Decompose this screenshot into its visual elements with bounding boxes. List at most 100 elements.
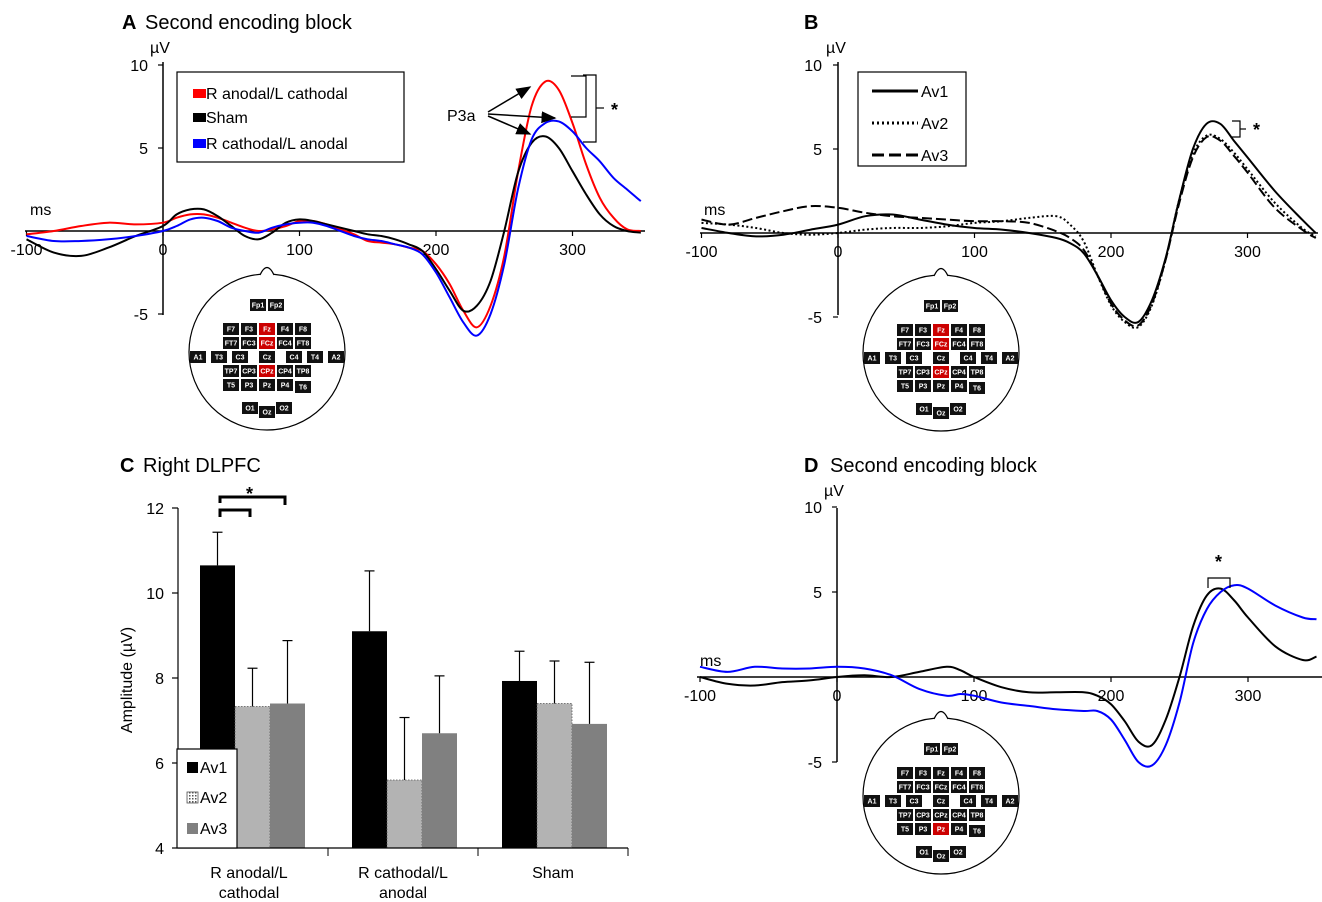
panel-c-legend: Av1 Av2 Av3 [176, 748, 238, 849]
electrode-label: Fp2 [944, 304, 957, 311]
electrode-label: FCz [935, 342, 948, 349]
panel-b-xtick-label: 300 [1234, 244, 1261, 261]
electrode-f7 [897, 324, 913, 336]
electrode-label: C4 [964, 356, 973, 363]
panel-a-legend-swatch-black [193, 113, 206, 122]
electrode-label: O1 [245, 406, 254, 413]
panel-c-ytick-label: 6 [155, 756, 164, 773]
electrode-label: P4 [955, 384, 964, 391]
electrode-label: T6 [299, 385, 307, 392]
panel-d-xunit: ms [700, 653, 721, 670]
electrode-o2 [950, 403, 966, 415]
electrode-label: T3 [215, 355, 223, 362]
electrode-c4 [960, 795, 976, 807]
panel-a-yunit: µV [150, 40, 170, 57]
electrode-t4 [307, 351, 323, 363]
panel-b-xtick-label: 100 [961, 244, 988, 261]
electrode-p4 [277, 379, 293, 391]
panel-a-legend-box [176, 71, 405, 163]
electrode-fc3 [241, 337, 257, 349]
electrode-p4 [951, 380, 967, 392]
electrode-label: TP8 [971, 370, 984, 377]
electrode-label: FCz [935, 785, 948, 792]
panel-d-xtick-label: -100 [684, 688, 716, 705]
electrode-tp8 [969, 366, 985, 378]
panel-b-significance-star: * [1253, 120, 1260, 140]
panel-a-ytick-label: 10 [130, 58, 148, 75]
panel-a-xtick-label: 300 [559, 242, 586, 259]
electrode-o1 [242, 402, 258, 414]
electrode-label: CPz [934, 370, 948, 377]
panel-a-letter: A [122, 12, 136, 34]
panel-c-bar-av2-1 [234, 706, 271, 849]
electrode-cz [259, 351, 275, 363]
panel-d-letter: D [804, 455, 818, 477]
electrode-fc4 [951, 781, 967, 793]
electrode-fp2 [268, 299, 284, 311]
electrode-label: O2 [953, 850, 962, 857]
electrode-label: FT7 [225, 341, 238, 348]
electrode-tp7 [897, 366, 913, 378]
panel-a-xtick-label: 100 [286, 242, 313, 259]
electrode-fc4 [277, 337, 293, 349]
electrode-label: CP4 [278, 369, 292, 376]
electrode-label: T6 [973, 829, 981, 836]
panel-d-ytick-label: 5 [813, 585, 822, 602]
electrode-label: T4 [985, 356, 993, 363]
electrode-fc4 [951, 338, 967, 350]
panel-b-ytick-label: -5 [808, 310, 822, 327]
electrode-label: C3 [910, 799, 919, 806]
electrode-label: CP3 [242, 369, 256, 376]
electrode-label: A1 [194, 355, 203, 362]
panel-c-cat1-line2: cathodal [219, 885, 280, 902]
electrode-label: A2 [332, 355, 341, 362]
electrode-label: F4 [281, 327, 289, 334]
panel-c-bar-av3-2 [422, 733, 457, 848]
electrode-label: FT7 [899, 342, 912, 349]
electrode-label: Cz [263, 355, 272, 362]
electrode-label: Oz [263, 410, 272, 417]
electrode-fz [259, 323, 275, 335]
electrode-f4 [951, 767, 967, 779]
electrode-f3 [915, 767, 931, 779]
panel-d-yunit: µV [824, 483, 844, 500]
electrode-tp7 [897, 809, 913, 821]
electrode-cp3 [915, 809, 931, 821]
electrode-label: Fz [263, 327, 271, 334]
electrode-label: Fp1 [926, 747, 939, 754]
electrode-label: F3 [919, 328, 927, 335]
electrode-cpz [259, 365, 275, 377]
electrode-oz [259, 406, 275, 418]
electrode-label: TP8 [971, 813, 984, 820]
electrode-ft7 [223, 337, 239, 349]
electrode-p3 [915, 380, 931, 392]
electrode-p4 [951, 823, 967, 835]
panel-b-series-line-1 [701, 120, 1317, 324]
electrode-ft8 [969, 338, 985, 350]
electrode-label: FT8 [297, 341, 310, 348]
panel-a-bracket-2 [583, 74, 597, 143]
electrode-t3 [211, 351, 227, 363]
electrode-label: F8 [973, 771, 981, 778]
panel-c-bar-av1-3 [502, 680, 537, 848]
panel-b-xtick-label: 200 [1098, 244, 1125, 261]
electrode-label: CPz [934, 813, 948, 820]
panel-c: C Right DLPFC Amplitude (µV) 12 10 8 6 4 R a… [119, 455, 629, 902]
head-nose [259, 266, 275, 276]
panel-b-ytick-label: 10 [804, 58, 822, 75]
electrode-label: P4 [281, 383, 290, 390]
electrode-label: T4 [311, 355, 319, 362]
electrode-p3 [915, 823, 931, 835]
panel-d-xtick-label: 300 [1235, 688, 1262, 705]
electrode-ft7 [897, 781, 913, 793]
panel-b-bracket [1232, 120, 1241, 138]
electrode-label: P3 [919, 827, 928, 834]
electrode-label: C4 [964, 799, 973, 806]
panel-b-legend-box [857, 71, 967, 167]
electrode-label: TP7 [899, 370, 912, 377]
electrode-label: P3 [245, 383, 254, 390]
electrode-t6 [295, 381, 311, 393]
panel-b-legend-label-1: Av1 [921, 84, 948, 101]
panel-b-xtick-label: -100 [685, 244, 717, 261]
electrode-label: T5 [227, 383, 235, 390]
